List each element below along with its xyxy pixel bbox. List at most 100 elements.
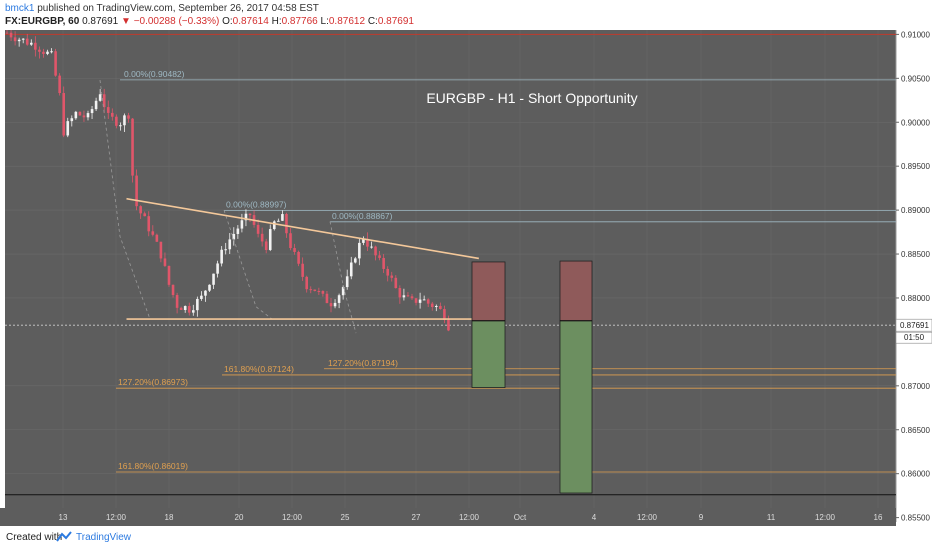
- fib-projection-line: [99, 80, 151, 320]
- candle-body: [86, 113, 90, 118]
- candle-body: [410, 296, 414, 299]
- candle-body: [285, 214, 288, 234]
- candle-body: [313, 289, 317, 291]
- candle-body: [163, 258, 167, 266]
- fib-level-label: 161.80%(0.87124): [224, 364, 294, 374]
- y-tick-label: 0.90500: [901, 74, 930, 83]
- open-value: 0.87614: [232, 16, 269, 27]
- candle-body: [143, 213, 146, 217]
- short-position-1-target-zone: [471, 320, 506, 388]
- candle-body: [422, 299, 426, 301]
- fib-level-label: 161.80%(0.86019): [118, 461, 188, 471]
- candle-body: [329, 303, 333, 307]
- candle-body: [333, 302, 337, 307]
- x-tick-label: 12:00: [282, 513, 303, 522]
- fib-level-label: 0.00%(0.88867): [332, 211, 393, 221]
- candle-body: [337, 295, 341, 303]
- candle-body: [402, 295, 406, 298]
- symbol-label[interactable]: FX:EURGBP, 60: [5, 16, 80, 27]
- candle-body: [208, 284, 211, 291]
- price-change: ▼ −0.00288 (−0.33%): [121, 16, 220, 27]
- candle-body: [78, 111, 82, 116]
- candle-body: [171, 284, 175, 296]
- candle-body: [90, 109, 94, 114]
- plot-bottom-fill: [0, 508, 896, 526]
- y-tick-label: 0.86000: [901, 470, 930, 479]
- candle-body: [139, 206, 142, 214]
- x-tick-label: 16: [874, 513, 883, 522]
- candle-body: [192, 310, 195, 313]
- candle-body: [426, 299, 430, 304]
- countdown-badge: [895, 331, 932, 344]
- x-tick-label: 12:00: [637, 513, 658, 522]
- candle-body: [349, 262, 353, 277]
- candle-body: [179, 307, 183, 310]
- candle-body: [46, 51, 49, 54]
- candle-body: [447, 319, 450, 331]
- candle-body: [354, 258, 357, 263]
- candle-body: [264, 241, 268, 250]
- candle-body: [341, 287, 345, 296]
- last-price: 0.87691: [82, 16, 119, 27]
- candle-body: [38, 49, 41, 52]
- candle-body: [293, 248, 296, 252]
- symbol-info: FX:EURGBP, 60 0.87691 ▼ −0.00288 (−0.33%…: [5, 16, 414, 27]
- candle-body: [224, 249, 227, 251]
- candle-body: [135, 175, 138, 207]
- candle-body: [200, 295, 203, 299]
- candle-body: [106, 107, 110, 113]
- candle-body: [127, 115, 130, 119]
- y-tick-label: 0.88500: [901, 250, 930, 259]
- countdown-label: 01:50: [904, 333, 925, 342]
- y-tick-label: 0.90000: [901, 118, 930, 127]
- author-link[interactable]: bmck1: [5, 3, 35, 14]
- close-label: C:: [367, 16, 378, 27]
- candle-body: [34, 42, 37, 50]
- candle-body: [119, 125, 122, 127]
- x-tick-label: 12:00: [459, 513, 480, 522]
- candle-body: [390, 275, 394, 278]
- x-tick-label: Oct: [514, 513, 527, 522]
- candle-body: [94, 100, 98, 110]
- candle-body: [21, 38, 25, 40]
- candle-body: [398, 288, 402, 298]
- plot-background: [5, 30, 896, 522]
- created-with-text: Created with: [6, 532, 63, 543]
- candle-body: [82, 115, 86, 118]
- candle-body: [268, 229, 272, 250]
- short-position-1-stop-zone: [471, 261, 506, 322]
- candle-body: [30, 42, 33, 45]
- y-tick-label: 0.89500: [901, 162, 930, 171]
- candle-body: [430, 303, 434, 308]
- candle-body: [382, 257, 385, 269]
- candle-body: [345, 276, 349, 288]
- candle-body: [321, 291, 325, 294]
- candle-body: [74, 111, 78, 119]
- candle-body: [62, 93, 65, 136]
- publish-info: bmck1 published on TradingView.com, Sept…: [5, 3, 319, 14]
- candle-body: [155, 234, 159, 242]
- candle-body: [183, 306, 187, 310]
- candle-body: [175, 295, 179, 308]
- fib-level-label: 0.00%(0.90482): [124, 69, 185, 79]
- x-tick-label: 25: [341, 513, 350, 522]
- tradingview-brand[interactable]: TradingView: [76, 532, 132, 543]
- candle-body: [386, 268, 389, 276]
- price-chart[interactable]: 13 12:00 18 20 12:00 25 27 12:00 Oct 4 12:00 9 11 12:…: [0, 30, 932, 526]
- candle-body: [309, 289, 313, 291]
- descending-resistance: [126, 197, 479, 260]
- candle-body: [362, 238, 365, 243]
- x-tick-label: 12:00: [106, 513, 127, 522]
- candle-body: [317, 290, 321, 292]
- candle-body: [244, 213, 248, 221]
- candle-body: [98, 94, 102, 101]
- candle-body: [370, 246, 373, 248]
- candle-body: [374, 246, 377, 256]
- candle-body: [228, 239, 232, 250]
- candle-body: [159, 241, 163, 259]
- x-tick-label: 27: [412, 513, 421, 522]
- candle-body: [443, 309, 446, 320]
- candle-body: [232, 233, 236, 240]
- high-label: H:: [271, 16, 282, 27]
- candle-body: [151, 231, 155, 235]
